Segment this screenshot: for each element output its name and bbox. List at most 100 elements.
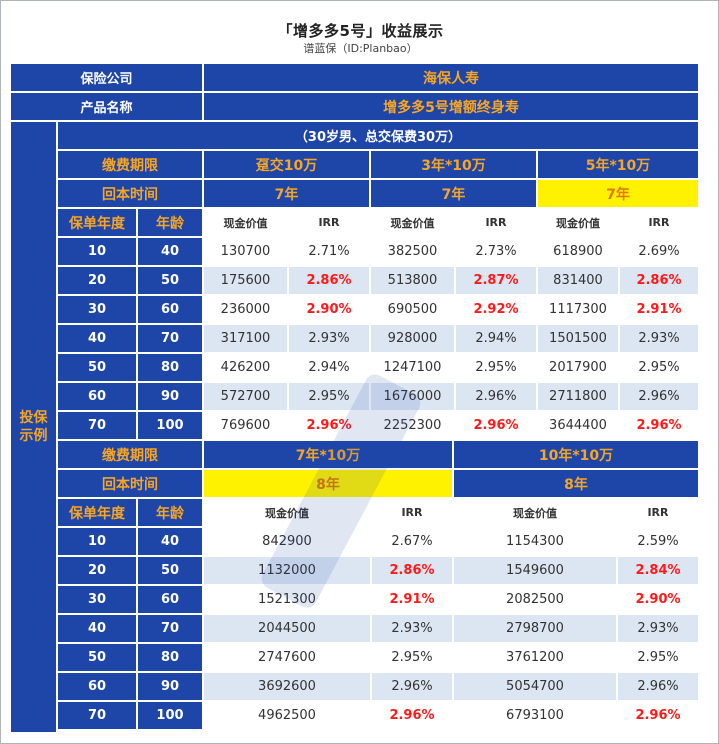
cash-value: 842900 <box>204 528 370 555</box>
irr-header: IRR <box>289 209 369 236</box>
age: 70 <box>138 325 202 352</box>
irr-value: 2.59% <box>618 528 698 555</box>
age: 60 <box>138 296 202 323</box>
policy-year: 20 <box>58 557 136 584</box>
irr-value: 2.93% <box>289 325 369 352</box>
policy-year: 50 <box>58 644 136 671</box>
irr-value: 2.90% <box>618 586 698 613</box>
cash-value: 317100 <box>204 325 287 352</box>
cash-value: 769600 <box>204 412 287 439</box>
cash-value-header: 现金价值 <box>454 499 616 526</box>
irr-value: 2.96% <box>620 412 698 439</box>
irr-header: IRR <box>372 499 452 526</box>
scenario-row: （30岁男、总交保费30万） <box>58 122 698 149</box>
irr-value: 2.96% <box>456 383 536 410</box>
irr-value: 2.93% <box>372 615 452 642</box>
irr-header: IRR <box>618 499 698 526</box>
cash-value: 513800 <box>371 267 454 294</box>
cash-value: 2017900 <box>538 354 618 381</box>
cash-value: 2747600 <box>204 644 370 671</box>
cash-value: 236000 <box>204 296 287 323</box>
irr-value: 2.93% <box>618 615 698 642</box>
irr-value: 2.92% <box>456 296 536 323</box>
age: 40 <box>138 528 202 555</box>
age: 100 <box>138 702 202 729</box>
breakeven-label: 回本时间 <box>58 470 202 497</box>
irr-value: 2.73% <box>456 238 536 265</box>
policy-year: 50 <box>58 354 136 381</box>
cash-value-header: 现金价值 <box>204 209 287 236</box>
cash-value: 1521300 <box>204 586 370 613</box>
age: 50 <box>138 267 202 294</box>
policy-year: 70 <box>58 702 136 729</box>
page-title: 「增多多5号」收益展示 <box>277 22 444 40</box>
cash-value: 831400 <box>538 267 618 294</box>
irr-value: 2.90% <box>289 296 369 323</box>
cash-value-header: 现金价值 <box>371 209 454 236</box>
cash-value: 2082500 <box>454 586 616 613</box>
cash-value: 690500 <box>371 296 454 323</box>
cash-value-header: 现金价值 <box>204 499 370 526</box>
age: 50 <box>138 557 202 584</box>
cash-value: 130700 <box>204 238 287 265</box>
age-label: 年龄 <box>138 209 202 236</box>
irr-value: 2.96% <box>289 412 369 439</box>
breakeven-value: 7年 <box>538 180 698 207</box>
cash-value: 4962500 <box>204 702 370 729</box>
age: 90 <box>138 383 202 410</box>
cash-value: 618900 <box>538 238 618 265</box>
period-label: 缴费期限 <box>58 441 202 468</box>
irr-value: 2.96% <box>456 412 536 439</box>
irr-value: 2.93% <box>620 325 698 352</box>
age: 40 <box>138 238 202 265</box>
age: 100 <box>138 412 202 439</box>
breakeven-value: 8年 <box>204 470 452 497</box>
irr-value: 2.69% <box>620 238 698 265</box>
side-label-line: 示例 <box>19 428 48 444</box>
irr-value: 2.96% <box>620 383 698 410</box>
year-label: 保单年度 <box>58 499 136 526</box>
age: 70 <box>138 615 202 642</box>
irr-value: 2.86% <box>289 267 369 294</box>
irr-value: 2.95% <box>618 644 698 671</box>
age: 60 <box>138 586 202 613</box>
cash-value-header: 现金价值 <box>538 209 618 236</box>
period-label: 缴费期限 <box>58 151 202 178</box>
irr-value: 2.86% <box>620 267 698 294</box>
period-value: 7年*10万 <box>204 441 452 468</box>
company-value: 海保人寿 <box>204 64 698 91</box>
irr-value: 2.94% <box>456 325 536 352</box>
cash-value: 2252300 <box>371 412 454 439</box>
page-header: 「增多多5号」收益展示 谱蓝保（ID:Planbao） <box>11 13 710 63</box>
period-value: 3年*10万 <box>371 151 536 178</box>
irr-value: 2.91% <box>372 586 452 613</box>
company-label: 保险公司 <box>11 64 202 91</box>
policy-year: 70 <box>58 412 136 439</box>
irr-value: 2.94% <box>289 354 369 381</box>
returns-table: 保险公司 海保人寿 产品名称 增多多5号增额终身寿 投保 示例 （30岁男、总交保费30万）… <box>11 64 700 734</box>
breakeven-value: 8年 <box>454 470 698 497</box>
cash-value: 2044500 <box>204 615 370 642</box>
cash-value: 1501500 <box>538 325 618 352</box>
page-subtitle: 谱蓝保（ID:Planbao） <box>303 42 418 55</box>
cash-value: 1132000 <box>204 557 370 584</box>
period-value: 10年*10万 <box>454 441 698 468</box>
cash-value: 6793100 <box>454 702 616 729</box>
irr-value: 2.96% <box>618 673 698 700</box>
cash-value: 2798700 <box>454 615 616 642</box>
policy-year: 10 <box>58 238 136 265</box>
cash-value: 175600 <box>204 267 287 294</box>
irr-value: 2.95% <box>620 354 698 381</box>
policy-year: 60 <box>58 383 136 410</box>
policy-year: 20 <box>58 267 136 294</box>
irr-value: 2.84% <box>618 557 698 584</box>
irr-value: 2.95% <box>456 354 536 381</box>
cash-value: 1247100 <box>371 354 454 381</box>
age-label: 年龄 <box>138 499 202 526</box>
breakeven-value: 7年 <box>204 180 369 207</box>
policy-year: 30 <box>58 296 136 323</box>
product-label: 产品名称 <box>11 93 202 120</box>
cash-value: 382500 <box>371 238 454 265</box>
cash-value: 426200 <box>204 354 287 381</box>
cash-value: 5054700 <box>454 673 616 700</box>
